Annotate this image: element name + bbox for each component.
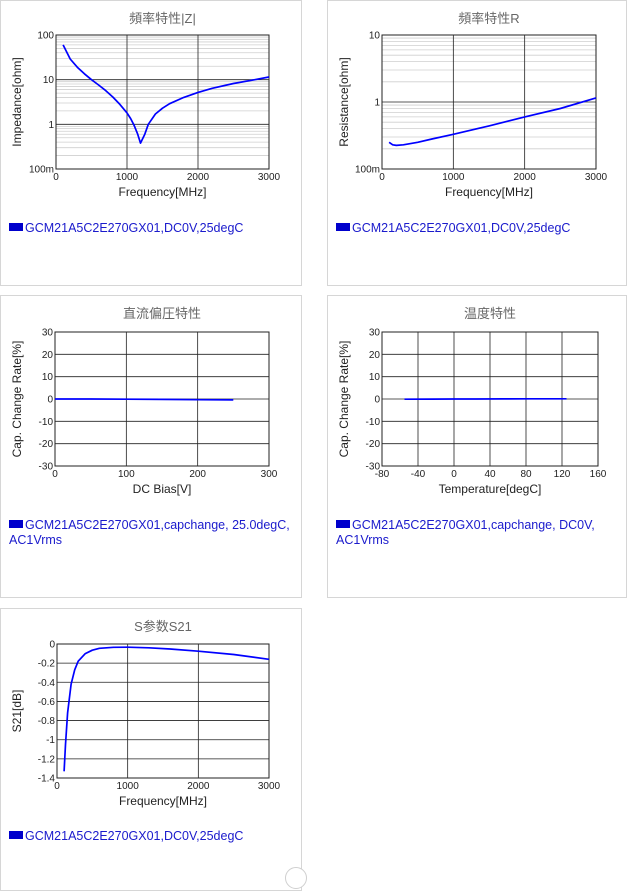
legend-swatch	[336, 520, 350, 528]
chart-svg-dcbias: 直流偏圧特性 0 100 200 300 -30 -20 -10 0 10 20 30 DC Bias[…	[1, 296, 303, 599]
x-tick-label: 80	[520, 469, 532, 480]
x-tick-label: 300	[261, 469, 278, 480]
plot-frame	[56, 35, 269, 169]
y-tick-label: 10	[42, 372, 54, 383]
chart-title: S参数S21	[134, 619, 192, 634]
x-axis-label: Frequency[MHz]	[445, 185, 533, 199]
legend-label: GCM21A5C2E270GX01,DC0V,25degC	[25, 829, 243, 843]
y-tick-label: 0	[374, 395, 380, 406]
y-tick-label: -20	[366, 439, 381, 450]
x-tick-label: 0	[379, 172, 385, 183]
chart-title: 直流偏圧特性	[123, 306, 201, 321]
y-tick-label: 100m	[29, 165, 54, 176]
x-tick-label: -40	[411, 469, 426, 480]
chart-panel-s21: S参数S21 0 1000 2000 3000 -1.4 -1.2 -1 -0.8 -0.6 -0.…	[0, 608, 302, 891]
y-tick-label: -10	[366, 417, 381, 428]
y-tick-label: 10	[43, 75, 55, 86]
x-tick-label: 0	[54, 781, 60, 792]
x-tick-label: 2000	[514, 172, 537, 183]
legend-label: GCM21A5C2E270GX01,DC0V,25degC	[25, 221, 243, 235]
x-tick-label: 100	[118, 469, 135, 480]
x-tick-label: 3000	[585, 172, 608, 183]
x-tick-label: 1000	[442, 172, 465, 183]
x-tick-label: 160	[590, 469, 607, 480]
legend-label: GCM21A5C2E270GX01,capchange, 25.0degC, A…	[9, 518, 290, 547]
legend-entry: GCM21A5C2E270GX01,DC0V,25degC	[336, 221, 620, 236]
x-tick-label: 3000	[258, 781, 281, 792]
chart-panel-dcbias: 直流偏圧特性 0 100 200 300 -30 -20 -10 0 10 20 30 DC Bias[…	[0, 295, 302, 598]
chart-title: 温度特性	[464, 306, 516, 321]
legend-swatch	[9, 831, 23, 839]
y-axis-label: Impedance[ohm]	[10, 57, 24, 146]
legend-entry: GCM21A5C2E270GX01,DC0V,25degC	[9, 829, 295, 844]
y-axis-label: Cap. Change Rate[%]	[337, 341, 351, 458]
x-tick-label: 200	[189, 469, 206, 480]
chart-svg-s21: S参数S21 0 1000 2000 3000 -1.4 -1.2 -1 -0.8 -0.6 -0.…	[1, 609, 303, 892]
y-tick-label: -0.6	[38, 697, 56, 708]
y-tick-label: 0	[49, 640, 55, 651]
chart-svg-impedance: 頻率特性|Z| 0 1000 2000 3000 100m 1 10 100 Frequency[…	[1, 1, 303, 287]
x-tick-label: 0	[451, 469, 457, 480]
x-tick-label: 40	[484, 469, 496, 480]
y-tick-label: -20	[39, 439, 54, 450]
legend-swatch	[9, 223, 23, 231]
scroll-indicator[interactable]	[285, 867, 307, 889]
y-tick-label: -10	[39, 417, 54, 428]
legend-swatch	[336, 223, 350, 231]
legend-entry: GCM21A5C2E270GX01,capchange, DC0V, AC1Vr…	[336, 518, 620, 548]
x-axis-label: DC Bias[V]	[133, 482, 192, 496]
x-tick-label: 2000	[187, 781, 210, 792]
chart-title: 頻率特性R	[458, 11, 519, 26]
plot-frame	[57, 644, 269, 778]
y-tick-label: 100m	[355, 165, 380, 176]
legend-label: GCM21A5C2E270GX01,capchange, DC0V, AC1Vr…	[336, 518, 595, 547]
y-tick-label: -0.8	[38, 716, 56, 727]
chart-panel-resistance: 頻率特性R 0 1000 2000 3000 100m 1 10 Frequency[MHz] R…	[327, 0, 627, 286]
series-line	[64, 647, 269, 771]
x-axis-label: Frequency[MHz]	[119, 794, 207, 808]
y-tick-label: 0	[47, 395, 53, 406]
y-tick-label: -1.2	[38, 754, 56, 765]
x-axis-label: Frequency[MHz]	[118, 185, 206, 199]
legend-entry: GCM21A5C2E270GX01,DC0V,25degC	[9, 221, 295, 236]
x-tick-label: 3000	[258, 172, 281, 183]
y-tick-label: 30	[369, 328, 381, 339]
x-tick-label: 0	[53, 172, 59, 183]
y-tick-label: -1.4	[38, 774, 56, 785]
y-tick-label: 1	[374, 98, 380, 109]
y-axis-label: S21[dB]	[10, 690, 24, 733]
series-line	[55, 399, 233, 400]
y-axis-label: Resistance[ohm]	[337, 57, 351, 146]
y-tick-label: -30	[39, 462, 54, 473]
y-tick-label: 20	[369, 350, 381, 361]
x-tick-label: 1000	[116, 172, 139, 183]
y-tick-label: 10	[369, 372, 381, 383]
y-tick-label: 20	[42, 350, 54, 361]
y-tick-label: 30	[42, 328, 54, 339]
chart-svg-resistance: 頻率特性R 0 1000 2000 3000 100m 1 10 Frequency[MHz] R…	[328, 1, 627, 287]
chart-panel-impedance: 頻率特性|Z| 0 1000 2000 3000 100m 1 10 100 Frequency[…	[0, 0, 302, 286]
y-tick-label: -30	[366, 462, 381, 473]
x-tick-label: 120	[554, 469, 571, 480]
x-tick-label: 0	[52, 469, 58, 480]
y-tick-label: 10	[369, 31, 381, 42]
chart-title: 頻率特性|Z|	[129, 11, 196, 26]
y-tick-label: -1	[46, 735, 55, 746]
legend-swatch	[9, 520, 23, 528]
y-axis-label: Cap. Change Rate[%]	[10, 341, 24, 458]
y-tick-label: 100	[37, 31, 54, 42]
y-tick-label: 1	[48, 120, 54, 131]
legend-entry: GCM21A5C2E270GX01,capchange, 25.0degC, A…	[9, 518, 295, 548]
x-tick-label: 2000	[187, 172, 210, 183]
x-tick-label: 1000	[117, 781, 140, 792]
y-tick-label: -0.2	[38, 659, 56, 670]
x-axis-label: Temperature[degC]	[439, 482, 542, 496]
legend-label: GCM21A5C2E270GX01,DC0V,25degC	[352, 221, 570, 235]
y-tick-label: -0.4	[38, 678, 56, 689]
